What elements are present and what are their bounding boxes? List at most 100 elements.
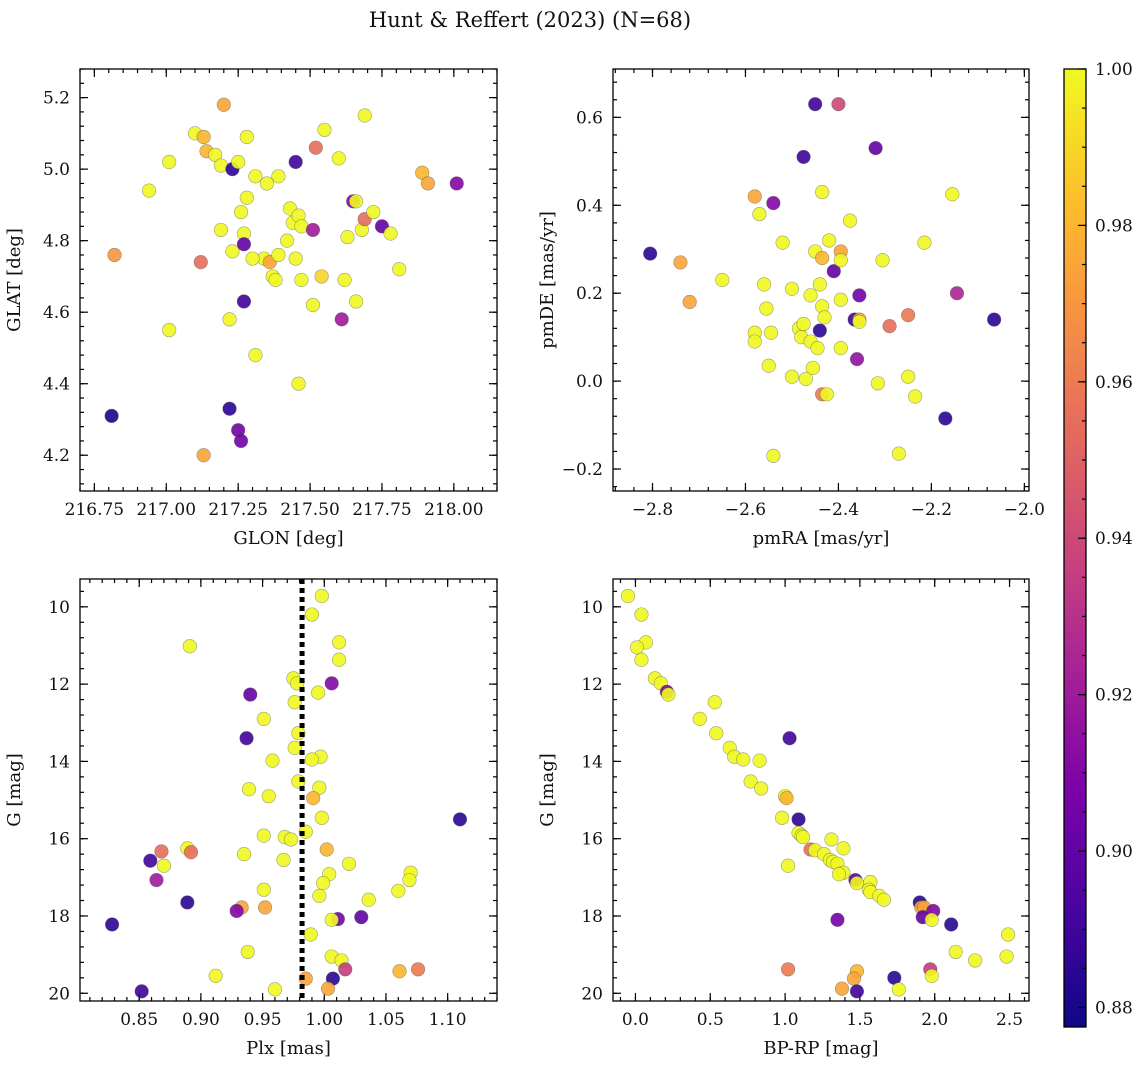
data-point — [779, 791, 794, 806]
data-point — [162, 322, 177, 338]
data-point — [331, 635, 347, 650]
x-tick-label: 217.25 — [208, 500, 267, 520]
data-point — [774, 810, 790, 825]
data-point — [798, 371, 813, 387]
data-point — [306, 791, 321, 806]
x-axis-label: Plx [mas] — [246, 1038, 331, 1059]
y-tick-label: 0.2 — [576, 284, 603, 304]
panel-plx_g: 0.85 0.90 0.95 1.00 1.05 1.10 10 12 14 16 18 20 Plx … — [4, 578, 498, 1059]
data-point — [107, 247, 122, 263]
data-point — [629, 640, 645, 655]
data-point — [366, 204, 381, 220]
colorbar-tick-label: 0.90 — [1095, 842, 1133, 862]
data-point — [229, 903, 244, 919]
x-tick-label: 217.00 — [137, 500, 196, 520]
x-tick-label: 218.00 — [424, 500, 483, 520]
data-point — [341, 856, 357, 871]
x-tick-label: 1.0 — [772, 1010, 799, 1030]
data-point — [747, 189, 762, 204]
data-point — [870, 376, 886, 391]
colorbar-gradient — [1064, 69, 1086, 1027]
data-point — [754, 781, 769, 796]
data-point — [812, 323, 827, 338]
axes-frame — [79, 578, 498, 1002]
x-tick-label: 217.50 — [280, 500, 339, 520]
data-point — [780, 858, 796, 873]
x-tick-label: 1.00 — [305, 1010, 343, 1030]
data-point — [852, 288, 867, 303]
colorbar-tick-label: 0.92 — [1095, 686, 1133, 706]
x-tick-label: −2.2 — [911, 500, 952, 520]
data-point — [314, 588, 329, 604]
data-point — [826, 264, 841, 279]
data-point — [134, 984, 149, 999]
y-tick-label: 0.0 — [576, 372, 603, 392]
data-point — [766, 448, 781, 463]
data-point — [196, 129, 211, 145]
data-point — [236, 847, 252, 862]
y-tick-label: 12 — [48, 675, 70, 695]
y-tick-label: 20 — [48, 984, 70, 1004]
x-axis-label: GLON [deg] — [233, 528, 343, 549]
data-point — [104, 408, 119, 423]
data-point — [822, 233, 837, 248]
data-point — [149, 872, 164, 888]
axes-frame — [79, 68, 498, 492]
data-point — [682, 294, 697, 310]
data-point — [948, 944, 963, 960]
data-point — [331, 652, 347, 667]
data-point — [311, 685, 326, 700]
y-tick-label: 4.6 — [43, 303, 70, 323]
data-point — [833, 292, 848, 307]
colorbar-frame — [1063, 68, 1087, 1028]
data-point — [449, 176, 464, 191]
data-point — [213, 222, 229, 238]
y-tick-label: 4.8 — [43, 232, 70, 252]
data-point — [795, 830, 811, 845]
y-tick-label: 5.0 — [43, 160, 70, 180]
data-point — [245, 251, 260, 266]
data-point — [834, 981, 850, 996]
data-point — [315, 876, 331, 891]
data-point — [824, 832, 839, 847]
y-tick-label: 12 — [581, 675, 603, 695]
x-tick-label: −2.8 — [632, 500, 673, 520]
data-point — [288, 251, 303, 266]
colorbar-tick-label: 0.96 — [1095, 373, 1133, 393]
data-point — [361, 892, 376, 907]
data-point — [796, 149, 811, 165]
data-point — [836, 841, 851, 856]
data-point — [759, 301, 774, 316]
data-point — [354, 910, 369, 925]
data-point — [241, 782, 257, 797]
data-point — [891, 982, 906, 997]
y-tick-label: 10 — [48, 598, 70, 618]
points — [104, 588, 468, 999]
data-point — [340, 229, 355, 245]
data-point — [320, 981, 336, 996]
data-point — [287, 695, 302, 710]
x-tick-label: −2.0 — [1004, 500, 1045, 520]
data-point — [324, 912, 339, 927]
data-point — [304, 752, 320, 767]
data-point — [833, 341, 848, 356]
panel-cmd: 0.0 0.5 1.0 1.5 2.0 2.5 10 12 14 16 18 20 BP-RP [mag… — [537, 578, 1030, 1059]
data-point — [747, 334, 762, 349]
x-tick-label: 0.85 — [120, 1010, 158, 1030]
data-point — [257, 900, 273, 915]
data-point — [842, 213, 858, 228]
data-point — [808, 97, 823, 112]
data-point — [348, 194, 364, 209]
data-point — [216, 97, 231, 112]
data-point — [452, 812, 468, 827]
y-tick-label: 5.2 — [43, 89, 70, 109]
data-point — [715, 272, 730, 288]
scatter-panels: 216.75 217.00 217.25 217.50 217.75 218.00 4.2 4… — [4, 68, 1045, 1059]
data-point — [231, 154, 246, 170]
data-point — [924, 968, 939, 983]
data-point — [743, 774, 758, 789]
data-point — [383, 226, 398, 241]
data-point — [766, 195, 781, 211]
minor-ticks — [79, 68, 498, 491]
data-point — [314, 810, 329, 825]
